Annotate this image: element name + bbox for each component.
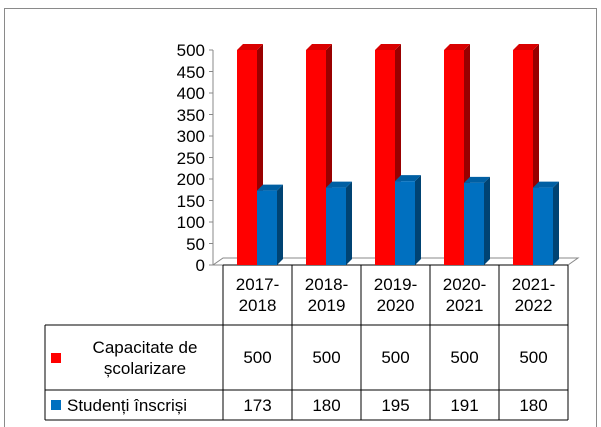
y-tick-label: 300 (176, 127, 205, 146)
bar-face (464, 176, 490, 183)
bar-face (277, 184, 283, 265)
table-value: 500 (381, 348, 410, 367)
bar-face (257, 190, 277, 265)
bar-face (513, 50, 533, 265)
table-value: 180 (519, 395, 548, 415)
bar-face (444, 44, 470, 50)
bar-face (415, 175, 421, 265)
y-tick-label: 500 (176, 41, 205, 60)
y-tick-label: 200 (176, 170, 205, 189)
y-tick-label: 400 (176, 84, 205, 103)
table-value: 195 (381, 395, 410, 415)
bar-face (375, 44, 401, 50)
bar-face (237, 50, 257, 265)
legend-swatch (51, 400, 61, 410)
legend-label: Studenți înscriși (67, 395, 187, 415)
table-value: 500 (450, 348, 479, 367)
legend-entry: Studenți înscriși (45, 390, 223, 420)
bar (464, 176, 490, 265)
bar (326, 181, 352, 265)
y-tick-label: 250 (176, 148, 205, 168)
bar (395, 175, 421, 265)
category-label: 2019-2020 (373, 275, 418, 315)
bar-face (346, 181, 352, 265)
table-value: 173 (243, 395, 272, 415)
bar-face (306, 50, 326, 265)
legend-entry: Capacitate de școlarizare (45, 325, 223, 390)
y-tick-label: 100 (176, 213, 205, 232)
bar-face (533, 181, 559, 188)
bar (533, 181, 559, 265)
y-tick-label: 150 (176, 191, 205, 211)
bar-face (326, 187, 346, 265)
category-label: 2021-2022 (511, 275, 556, 315)
legend-swatch (51, 352, 61, 363)
bar (257, 184, 283, 265)
y-tick-label: 50 (186, 234, 205, 254)
bar-face (464, 182, 484, 265)
table-value: 500 (519, 348, 548, 367)
table-value: 191 (450, 395, 479, 415)
table-value: 500 (243, 348, 272, 367)
legend-label: Capacitate de școlarizare (92, 337, 198, 378)
bar-face (513, 44, 539, 50)
bar (237, 44, 263, 265)
y-tick-label: 450 (176, 62, 205, 82)
category-label: 2017-2018 (235, 275, 280, 315)
bar-face (326, 181, 352, 188)
bar-face (306, 44, 332, 50)
bar-face (444, 50, 464, 265)
bar-face (395, 181, 415, 265)
bar-face (257, 184, 283, 191)
bar-face (484, 176, 490, 265)
category-label: 2018-2019 (304, 275, 349, 315)
table-value: 180 (312, 395, 341, 415)
table-value: 500 (312, 348, 341, 367)
y-tick-label: 0 (195, 256, 205, 275)
bar-face (553, 181, 559, 265)
bar-face (375, 50, 395, 265)
bar-face (395, 175, 421, 182)
category-label: 2020-2021 (442, 275, 487, 315)
frame (4, 8, 597, 427)
bar-face (237, 44, 263, 50)
bar-face (533, 187, 553, 265)
y-tick-label: 350 (176, 105, 205, 125)
